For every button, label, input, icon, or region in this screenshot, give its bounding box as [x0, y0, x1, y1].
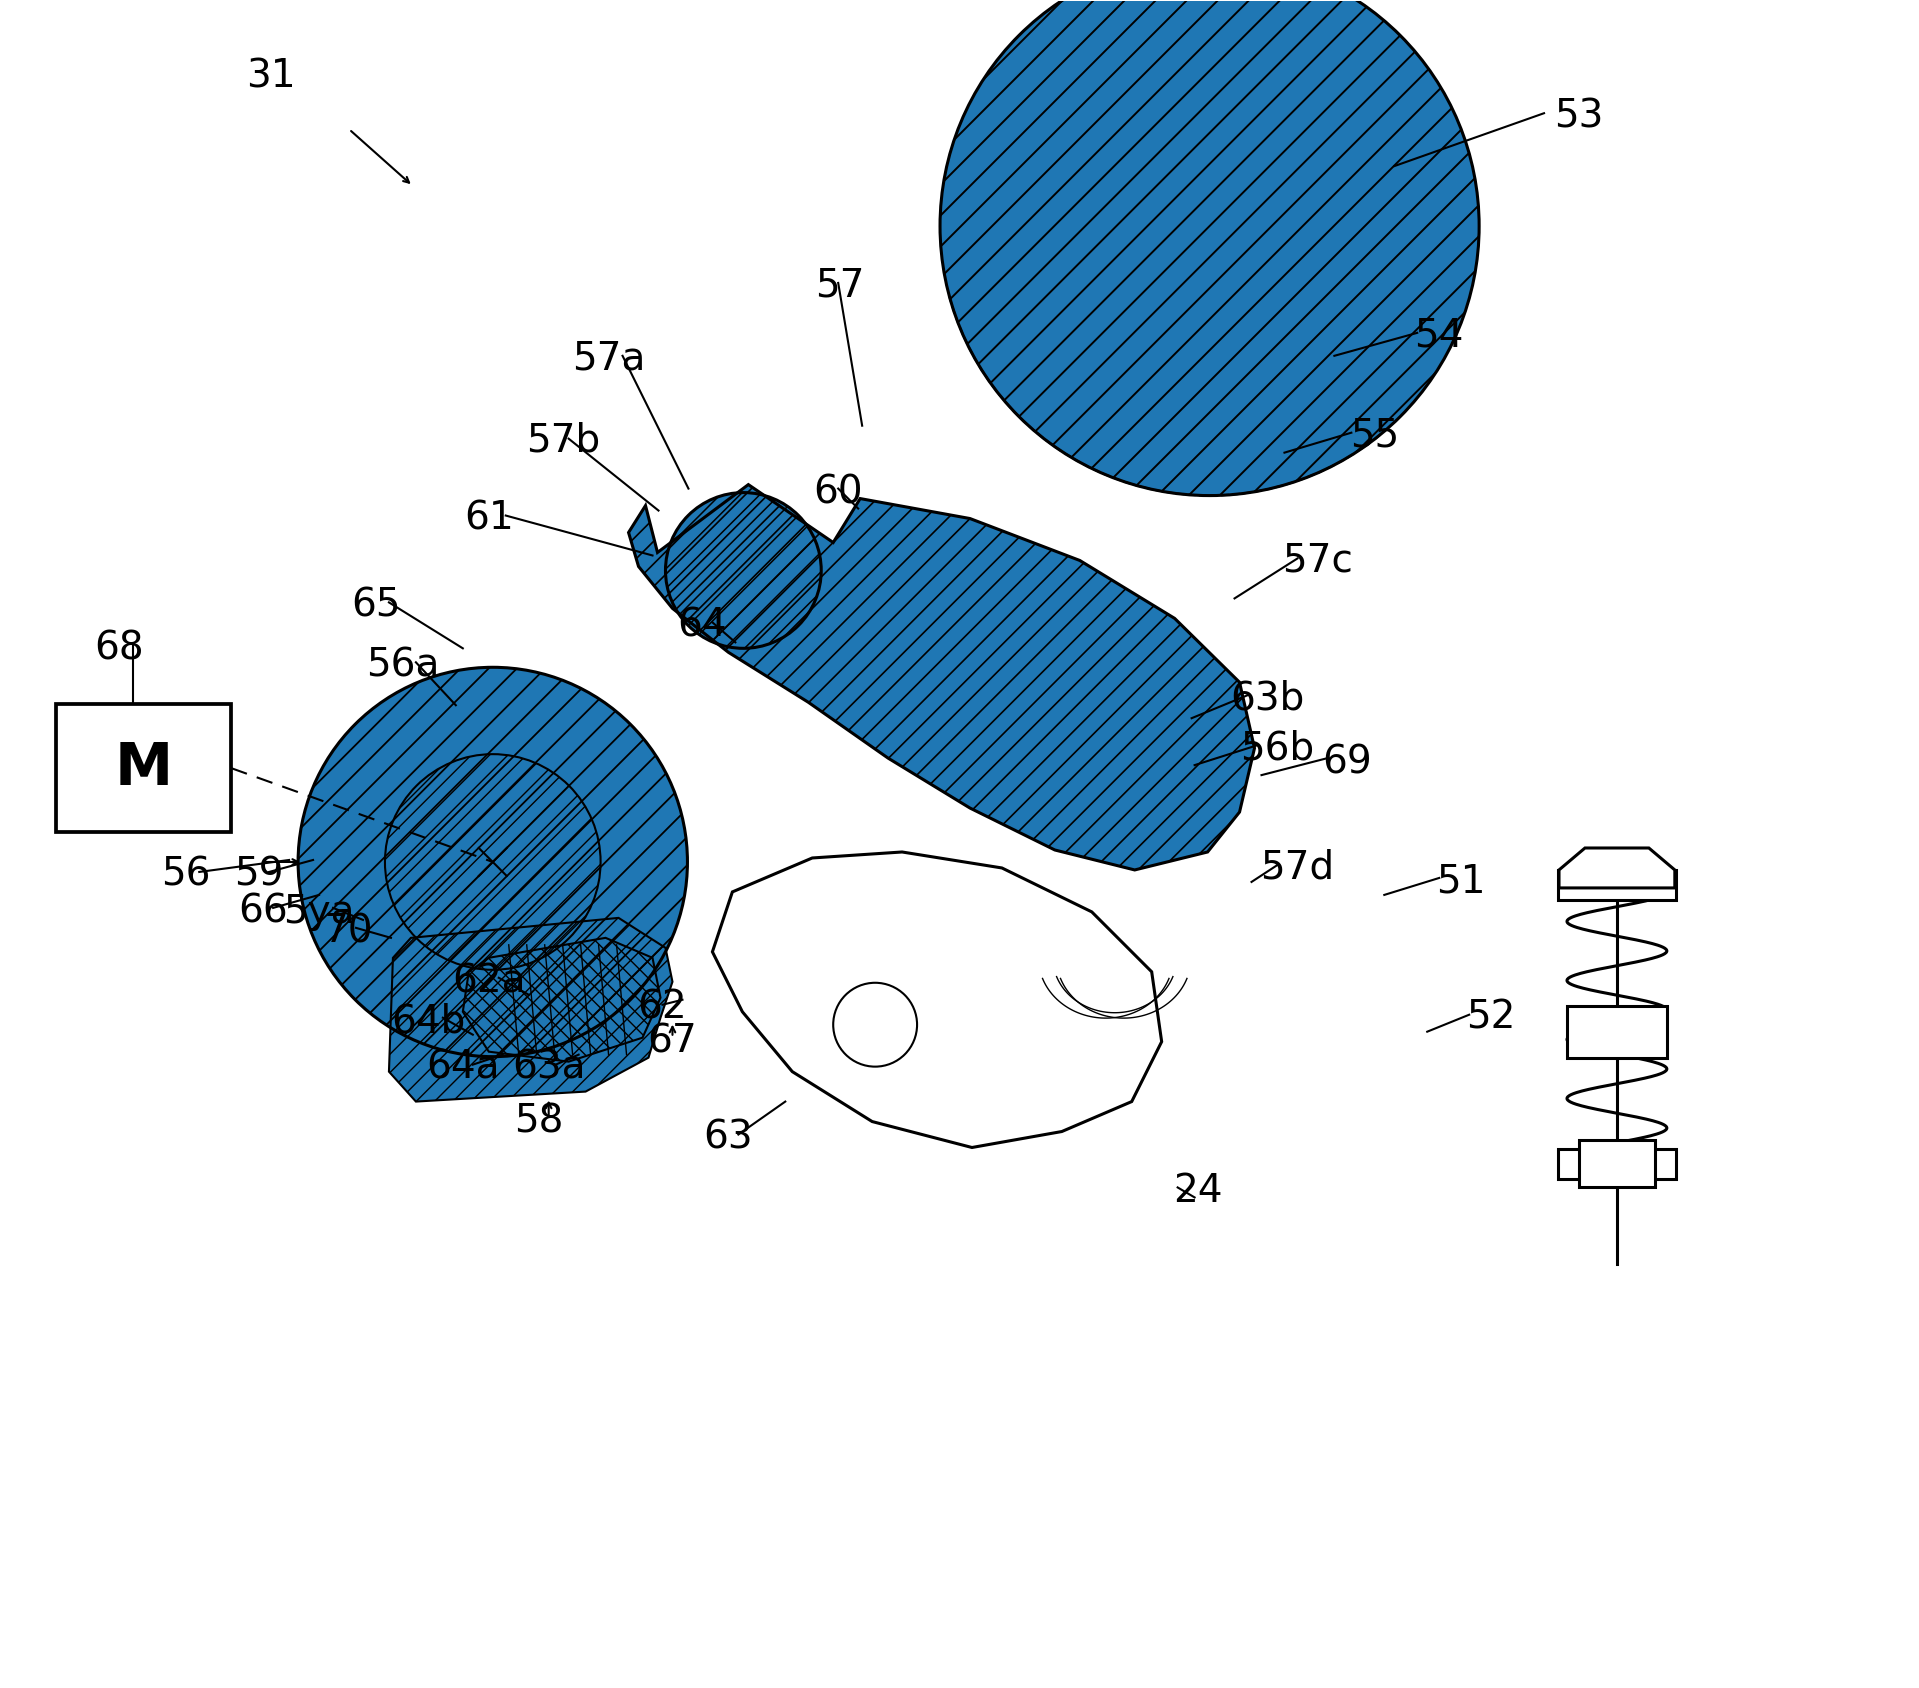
Bar	[56, 704, 230, 832]
Text: 60: 60	[814, 474, 864, 511]
Text: 57c: 57c	[1282, 542, 1353, 579]
Text: 64a: 64a	[426, 1048, 499, 1087]
Text: 61: 61	[464, 500, 514, 537]
Polygon shape	[390, 918, 672, 1102]
Text: 31: 31	[246, 57, 296, 95]
Text: 56: 56	[161, 856, 211, 895]
Text: 64: 64	[677, 606, 727, 645]
Text: 57b: 57b	[526, 422, 601, 459]
Polygon shape	[629, 484, 1255, 869]
Text: 55: 55	[1349, 417, 1399, 454]
Text: 70: 70	[324, 913, 374, 950]
Circle shape	[297, 667, 687, 1057]
Text: 57a: 57a	[572, 339, 645, 378]
Text: 66: 66	[238, 893, 288, 930]
Text: 68: 68	[94, 630, 144, 667]
Polygon shape	[712, 852, 1161, 1148]
Text: 63b: 63b	[1230, 679, 1305, 717]
Circle shape	[666, 493, 821, 648]
Text: 63a: 63a	[512, 1048, 585, 1087]
Text: 56b: 56b	[1240, 729, 1315, 766]
Text: 69: 69	[1322, 743, 1372, 782]
Circle shape	[386, 755, 601, 971]
Text: 54: 54	[1414, 317, 1464, 354]
Text: 52: 52	[1466, 999, 1516, 1036]
Text: 65: 65	[351, 586, 401, 625]
Text: 53: 53	[1554, 98, 1604, 135]
Text: 59: 59	[234, 856, 284, 895]
Bar	[1558, 1150, 1675, 1180]
Text: 62: 62	[637, 989, 687, 1026]
Text: 63: 63	[704, 1119, 752, 1156]
Polygon shape	[1558, 847, 1675, 888]
Text: 67: 67	[647, 1023, 697, 1060]
Text: 51: 51	[1437, 863, 1485, 901]
Text: 64b: 64b	[391, 1003, 466, 1041]
Text: 62a: 62a	[453, 962, 526, 1001]
Text: 24: 24	[1173, 1173, 1222, 1210]
Bar	[1568, 1006, 1668, 1058]
Text: 58: 58	[514, 1102, 564, 1141]
Bar	[1579, 1139, 1654, 1187]
Bar	[1558, 869, 1675, 900]
Text: 57d: 57d	[1261, 849, 1334, 886]
Polygon shape	[462, 939, 660, 1062]
Text: 57: 57	[816, 267, 865, 306]
Text: M: M	[115, 739, 173, 797]
Text: 56a: 56a	[367, 647, 439, 684]
Circle shape	[833, 982, 917, 1067]
Circle shape	[940, 0, 1480, 496]
Text: 5ya: 5ya	[284, 893, 355, 930]
